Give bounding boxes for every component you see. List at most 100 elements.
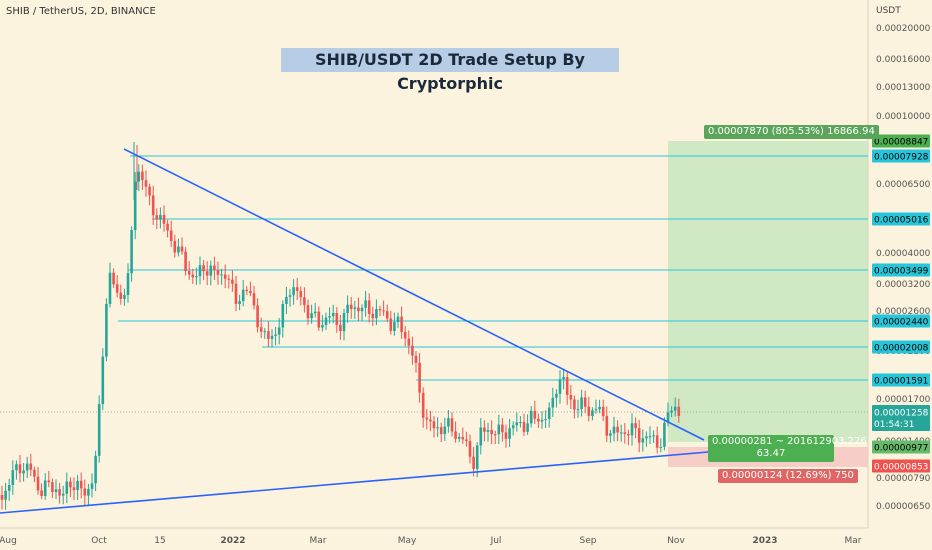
candle-body	[522, 421, 526, 432]
candle-body	[648, 436, 652, 438]
price-axis-tag	[872, 459, 930, 473]
candle-body	[58, 489, 61, 496]
x-tick-label: Nov	[667, 536, 685, 546]
price-axis-tag	[872, 405, 930, 431]
candle-body	[123, 294, 126, 299]
x-tick-label: 15	[154, 536, 165, 546]
candle-body	[493, 434, 497, 436]
candle-body	[267, 331, 270, 339]
price-axis-tag-text: 0.00000853	[874, 463, 928, 473]
candle-body	[231, 279, 234, 284]
price-axis-tag	[872, 263, 930, 277]
candle-body	[249, 291, 252, 294]
candle-body	[299, 290, 303, 298]
candle-body	[155, 215, 159, 220]
candle-body	[303, 297, 306, 306]
candle-body	[342, 313, 346, 332]
candle-body	[357, 307, 360, 312]
candle-body	[328, 316, 331, 318]
candle-body	[673, 406, 677, 411]
candle-body	[623, 432, 627, 434]
candle-body	[162, 214, 166, 224]
candle-body	[69, 481, 72, 488]
candle-body	[313, 311, 317, 314]
candle-body	[166, 223, 169, 231]
candle-body	[40, 490, 43, 496]
candle-body	[130, 230, 133, 274]
candle-body	[497, 424, 501, 435]
candle-body	[144, 180, 148, 187]
candle-body	[393, 322, 396, 331]
candle-body	[61, 493, 65, 496]
candle-body	[22, 470, 25, 474]
candle-body	[605, 416, 609, 436]
candle-body	[97, 404, 101, 456]
candle-body	[457, 436, 461, 439]
candle-body	[533, 410, 537, 419]
x-tick-label: 2022	[220, 536, 245, 546]
x-tick-label: Mar	[310, 536, 327, 546]
candle-body	[472, 456, 475, 469]
candle-body	[411, 345, 414, 356]
candle-body	[396, 316, 400, 323]
y-tick-label: 0.00002600	[876, 307, 931, 317]
candle-body	[591, 410, 594, 416]
candle-body	[378, 309, 382, 311]
candle-body	[573, 399, 576, 410]
candle-body	[555, 393, 558, 398]
candle-body	[126, 273, 130, 295]
y-tick-label: 0.00000650	[876, 502, 931, 512]
candle-body	[151, 195, 155, 216]
candle-body	[385, 311, 389, 319]
candle-body	[432, 421, 436, 429]
candle-body	[47, 480, 51, 483]
candle-body	[29, 463, 33, 470]
candle-body	[421, 392, 425, 418]
candle-body	[447, 418, 450, 427]
candle-body	[205, 271, 209, 276]
candle-body	[72, 487, 76, 491]
candle-body	[184, 251, 187, 272]
candle-body	[580, 397, 583, 410]
candle-body	[601, 406, 605, 417]
target-label: 0.00007870 (805.53%) 16866.94	[704, 125, 879, 139]
candle-body	[133, 181, 137, 231]
candle-body	[105, 303, 108, 357]
candle-body	[115, 284, 119, 293]
candle-body	[101, 356, 105, 405]
candle-body	[371, 313, 375, 319]
candle-body	[285, 296, 288, 304]
candle-body	[425, 417, 429, 420]
candle-body	[508, 428, 511, 439]
candle-body	[637, 428, 641, 443]
candle-body	[259, 327, 263, 332]
candle-body	[382, 310, 385, 312]
candle-body	[281, 303, 285, 328]
candle-body	[335, 312, 339, 325]
price-axis-tag	[872, 314, 930, 328]
price-axis-tag-text: 0.00000977	[874, 444, 928, 454]
candle-body	[565, 376, 569, 396]
candle-body	[180, 246, 184, 252]
candle-body	[25, 463, 29, 471]
candle-body	[501, 424, 504, 433]
candle-body	[526, 423, 529, 432]
stop-label: 0.00000124 (12.69%) 750	[718, 469, 858, 483]
candle-body	[569, 395, 573, 400]
y-tick-label: 0.00010000	[876, 112, 931, 122]
candle-body	[360, 307, 364, 312]
candle-body	[349, 304, 353, 309]
candle-body	[436, 427, 439, 429]
candle-body	[119, 292, 123, 299]
price-axis-tag-text: 0.00002440	[874, 318, 929, 328]
candle-body	[108, 272, 112, 304]
candle-body	[317, 311, 321, 328]
candle-body	[216, 269, 220, 275]
candle-body	[36, 476, 40, 491]
candle-body	[641, 438, 645, 443]
candle-body	[414, 355, 418, 363]
candle-body	[173, 241, 177, 253]
candle-body	[655, 435, 659, 448]
x-tick-label: Oct	[91, 536, 107, 546]
